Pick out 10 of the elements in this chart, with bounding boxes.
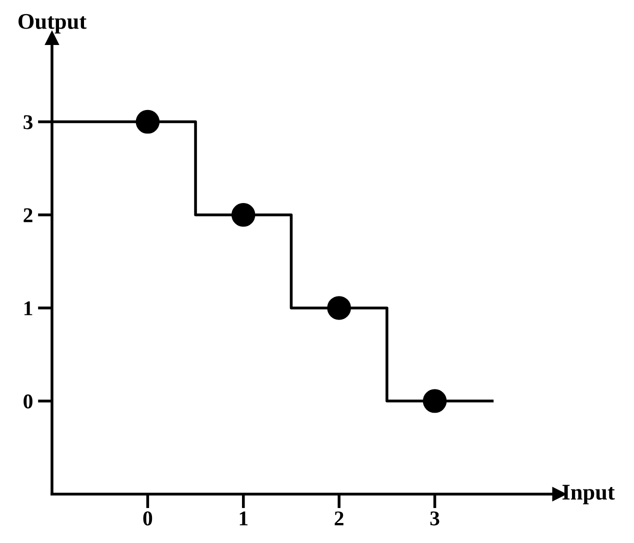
x-tick-label: 1	[240, 512, 248, 526]
y-tick-label: 0	[24, 394, 32, 408]
y-tick-label: 3	[24, 115, 33, 130]
x-tick-label: 3	[430, 511, 440, 526]
x-axis-title: Input	[562, 484, 615, 504]
y-tick-label: 2	[24, 208, 32, 222]
x-tick-label: 0	[143, 511, 152, 526]
y-axis-title: Output	[18, 14, 86, 34]
x-tick-label: 2	[334, 511, 344, 526]
y-tick-label: 1	[24, 301, 32, 316]
